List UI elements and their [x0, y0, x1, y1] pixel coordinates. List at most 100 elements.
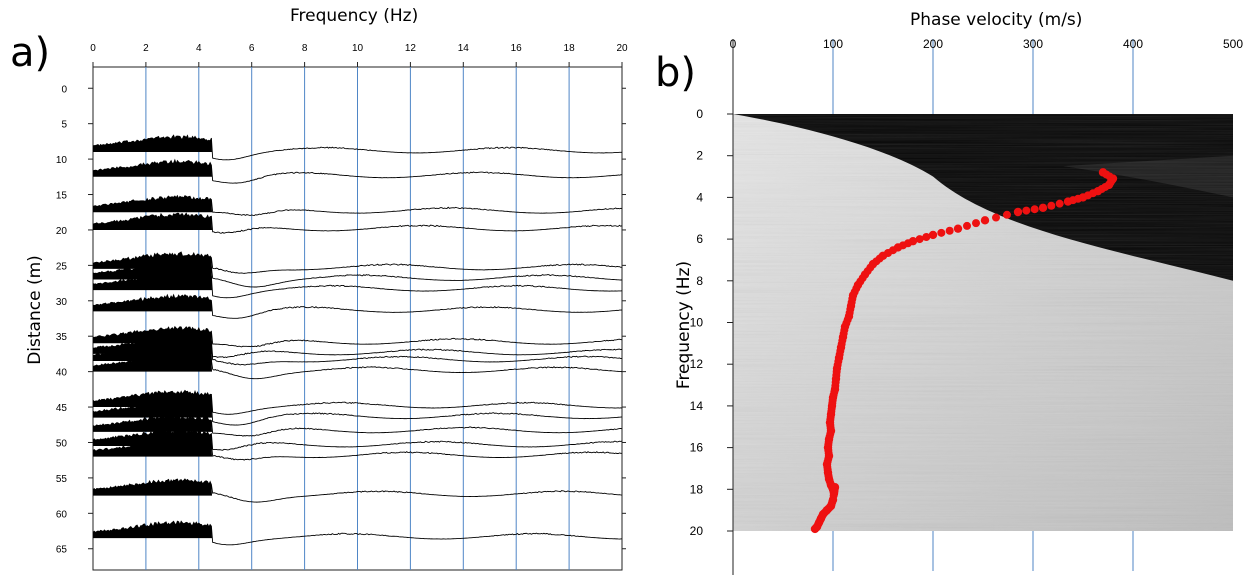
pick-point [810, 524, 820, 534]
pick-point [1003, 210, 1011, 219]
pick-point [980, 216, 990, 225]
trace-fill [93, 273, 213, 291]
y-tick-label: 6 [696, 232, 703, 246]
y-tick-label: 5 [61, 120, 67, 131]
trace-line [92, 194, 623, 217]
dispersion-noise [733, 114, 1233, 531]
y-tick-label: 16 [690, 441, 704, 455]
trace-line [92, 293, 623, 319]
pick-point [937, 228, 946, 237]
y-tick-label: 65 [56, 545, 68, 556]
pick-point [915, 235, 924, 244]
trace-line [92, 354, 623, 380]
pick-point [1038, 203, 1048, 213]
y-tick-label: 12 [690, 357, 704, 371]
pick-point [953, 224, 963, 233]
y-tick-label: 60 [56, 509, 68, 520]
y-tick-label: 10 [56, 155, 68, 166]
trace-line [92, 400, 623, 426]
y-tick-label: 8 [696, 274, 703, 288]
y-tick-label: 45 [56, 403, 68, 414]
trace-fill [93, 213, 213, 230]
trace-fill [93, 429, 213, 447]
trace-line [92, 336, 623, 359]
trace-line [92, 158, 623, 184]
trace-line [92, 325, 623, 348]
x-tick-label: 500 [1223, 37, 1243, 51]
y-tick-label: 14 [690, 399, 704, 413]
y-tick-label: 0 [696, 107, 703, 121]
trace-line [92, 212, 623, 234]
panel-a-plot: 0 2 4 6 8 10 12 14 16 18 20 0 5 10 15 20 25 30 35 40 45 50 55 6… [56, 43, 628, 571]
x-tick-label: 6 [249, 43, 255, 54]
pick-point [1013, 207, 1023, 217]
panel-a-letter: a) [10, 30, 51, 76]
y-tick-label: 2 [696, 149, 703, 163]
trace-fill [93, 521, 213, 539]
y-tick-label: 35 [56, 332, 68, 343]
trace-line [92, 251, 623, 274]
trace-fill [93, 415, 213, 432]
x-tick-label: 200 [923, 37, 943, 51]
pick-point [1055, 199, 1064, 208]
trace-fill [93, 159, 213, 177]
x-tick-label: 20 [616, 43, 628, 54]
trace-line [92, 342, 623, 366]
pick-point [1030, 205, 1039, 214]
pick-point [992, 213, 1000, 222]
trace-line [92, 389, 623, 415]
pick-point [963, 221, 971, 230]
pick-point [945, 226, 954, 235]
trace-line [92, 428, 623, 451]
x-tick-label: 100 [823, 37, 843, 51]
trace-fill [93, 294, 213, 312]
y-tick-label: 4 [696, 190, 703, 204]
pick-point [1047, 201, 1056, 210]
y-tick-label: 15 [56, 191, 68, 202]
pick-point [972, 219, 980, 228]
trace-fill [93, 355, 213, 372]
trace-line [92, 134, 623, 161]
x-tick-label: 4 [196, 43, 202, 54]
x-tick-label: 300 [1023, 37, 1043, 51]
trace-fill [93, 478, 213, 496]
trace-line [92, 439, 623, 461]
pick-point [928, 230, 938, 240]
x-tick-label: 12 [405, 43, 417, 54]
trace-fill [93, 195, 213, 213]
pick-point [922, 233, 931, 242]
y-tick-label: 50 [56, 438, 68, 449]
trace-line [92, 520, 623, 546]
trace-fill [93, 401, 213, 418]
trace-line [92, 414, 623, 437]
x-tick-label: 18 [564, 43, 576, 54]
x-tick-label: 2 [143, 43, 149, 54]
pick-point [1022, 206, 1031, 215]
x-tick-label: 400 [1123, 37, 1143, 51]
y-tick-label: 40 [56, 368, 68, 379]
panel-a-x-title: Frequency (Hz) [290, 6, 419, 26]
trace-fill [93, 440, 213, 457]
trace-line [92, 478, 623, 503]
y-tick-label: 20 [690, 524, 704, 538]
y-tick-label: 30 [56, 297, 68, 308]
pick-point [1063, 197, 1073, 206]
y-tick-label: 20 [56, 226, 68, 237]
x-tick-label: 14 [458, 43, 470, 54]
panel-b-plot: 010020030040050002468101214161820 [690, 37, 1243, 575]
panel-b-letter: b) [655, 50, 696, 96]
y-tick-label: 55 [56, 474, 68, 485]
y-tick-label: 18 [690, 482, 704, 496]
panel-b-x-title: Phase velocity (m/s) [910, 10, 1083, 30]
y-tick-label: 25 [56, 261, 68, 272]
y-tick-label: 10 [690, 316, 704, 330]
x-tick-label: 8 [302, 43, 308, 54]
trace-line [92, 272, 623, 299]
x-tick-label: 16 [511, 43, 523, 54]
trace-line [92, 262, 623, 288]
x-tick-label: 0 [90, 43, 96, 54]
y-tick-label: 0 [61, 84, 67, 95]
x-tick-label: 10 [352, 43, 364, 54]
dispersion-image [733, 114, 1233, 531]
